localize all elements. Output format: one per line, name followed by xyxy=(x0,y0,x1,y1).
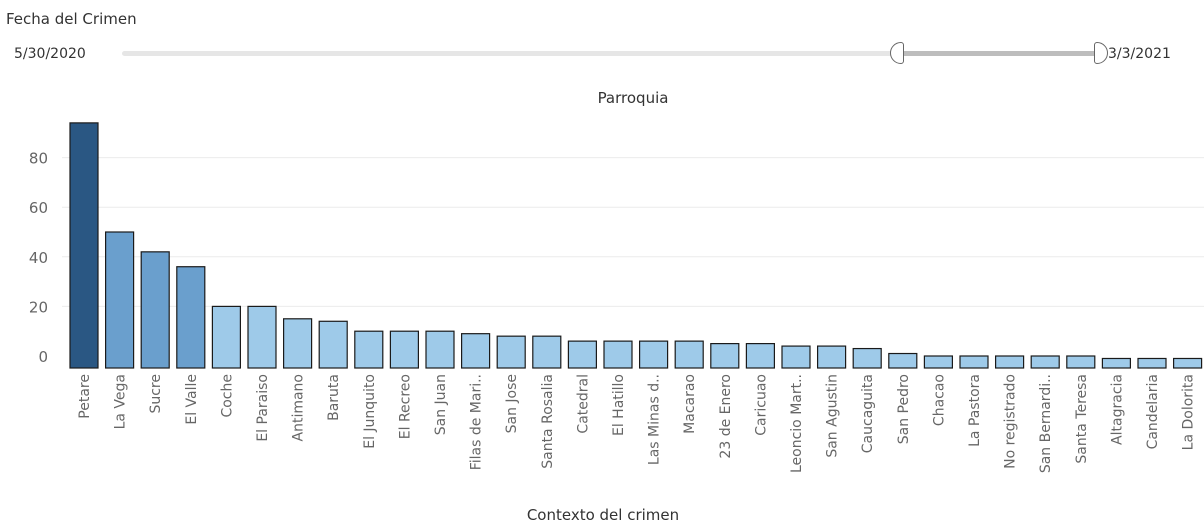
date-range-track[interactable] xyxy=(122,51,1102,56)
y-axis-ticks: 0 20 40 60 80 xyxy=(29,150,48,366)
x-tick-label: 23 de Enero xyxy=(718,374,734,459)
bar[interactable] xyxy=(745,343,776,369)
x-tick-label: Leoncio Mart.. xyxy=(789,374,805,473)
date-range-end-handle[interactable] xyxy=(1094,42,1108,64)
x-tick-label: San Juan xyxy=(433,374,449,435)
bar[interactable] xyxy=(247,305,277,369)
x-tick-label: No registrado xyxy=(1003,374,1019,469)
bar[interactable] xyxy=(781,345,811,369)
x-tick-label: El Junquito xyxy=(362,374,378,449)
bar[interactable] xyxy=(816,345,847,369)
bar[interactable] xyxy=(354,330,384,369)
bar[interactable] xyxy=(638,340,669,369)
y-tick-label: 60 xyxy=(29,199,48,217)
y-tick-label: 20 xyxy=(29,298,48,316)
x-tick-label: El Valle xyxy=(184,374,200,425)
x-tick-label: Chacao xyxy=(931,374,947,426)
x-tick-label: Coche xyxy=(219,374,235,418)
x-tick-label: San Jose xyxy=(504,374,520,433)
bar[interactable] xyxy=(674,340,704,369)
bar[interactable] xyxy=(710,343,740,369)
x-tick-label: El Paraiso xyxy=(255,374,271,442)
x-tick-label: Altagracia xyxy=(1109,374,1125,445)
y-tick-label: 80 xyxy=(29,150,48,168)
date-filter-title: Fecha del Crimen xyxy=(6,10,137,28)
y-tick-label: 40 xyxy=(29,249,48,267)
bar[interactable] xyxy=(1172,357,1203,369)
bar[interactable] xyxy=(1066,355,1096,369)
x-axis-label: Contexto del crimen xyxy=(527,506,679,524)
bar[interactable] xyxy=(603,340,633,369)
x-tick-label: Las Minas d.. xyxy=(647,374,663,465)
bar[interactable] xyxy=(567,340,598,369)
x-tick-label: El Recreo xyxy=(397,374,413,439)
x-tick-label: La Dolorita xyxy=(1181,374,1197,450)
x-tick-label: Caricuao xyxy=(753,374,769,436)
chart-title: Parroquia xyxy=(598,89,669,107)
x-tick-label: Macarao xyxy=(682,374,698,434)
x-tick-label: Caucaguita xyxy=(860,374,876,453)
bar[interactable] xyxy=(852,347,882,369)
x-tick-label: Catedral xyxy=(575,374,591,434)
x-tick-label: Sucre xyxy=(148,374,164,414)
bar[interactable] xyxy=(1030,355,1060,369)
x-tick-label: Petare xyxy=(77,374,93,419)
bar[interactable] xyxy=(69,122,99,369)
bar[interactable] xyxy=(389,330,419,369)
x-tick-label: Candelaria xyxy=(1145,374,1161,449)
x-tick-label: Baruta xyxy=(326,374,342,421)
x-tick-label: Santa Teresa xyxy=(1074,374,1090,464)
bars xyxy=(69,122,1203,369)
x-tick-label: San Pedro xyxy=(896,374,912,444)
bar[interactable] xyxy=(461,333,491,369)
bar[interactable] xyxy=(959,355,989,369)
x-tick-label: San Bernardi.. xyxy=(1038,374,1054,473)
x-tick-label: San Agustin xyxy=(825,374,841,458)
bar[interactable] xyxy=(496,335,526,369)
date-range-end-label: 3/3/2021 xyxy=(1108,46,1171,62)
x-tick-label: El Hatillo xyxy=(611,374,627,436)
bar[interactable] xyxy=(318,320,348,369)
bar[interactable] xyxy=(176,266,206,369)
bar[interactable] xyxy=(140,251,170,369)
bar[interactable] xyxy=(1137,357,1167,369)
bar[interactable] xyxy=(283,318,313,369)
bar[interactable] xyxy=(211,305,241,369)
x-axis-ticks: Petare La Vega Sucre El Valle Coche El Parais… xyxy=(77,374,1197,473)
bar-chart: 0 20 40 60 80 Petare La Vega Sucre El Valle Coch… xyxy=(29,89,1204,524)
bar[interactable] xyxy=(1101,357,1132,369)
x-tick-label: Santa Rosalia xyxy=(540,374,556,469)
x-tick-label: Antimano xyxy=(291,374,307,441)
bar[interactable] xyxy=(104,231,135,369)
bar[interactable] xyxy=(532,335,562,369)
bar[interactable] xyxy=(994,355,1025,369)
x-tick-label: Filas de Mari.. xyxy=(469,374,485,470)
grid-lines xyxy=(62,157,1204,307)
date-range-selected-fill xyxy=(898,51,1100,56)
date-range-start-handle[interactable] xyxy=(890,42,904,64)
bar[interactable] xyxy=(425,330,455,369)
x-tick-label: La Vega xyxy=(113,374,129,429)
y-tick-label: 0 xyxy=(38,348,48,366)
bar[interactable] xyxy=(888,352,918,369)
date-range-start-label: 5/30/2020 xyxy=(14,46,86,62)
bar[interactable] xyxy=(923,355,954,369)
x-tick-label: La Pastora xyxy=(967,374,983,447)
